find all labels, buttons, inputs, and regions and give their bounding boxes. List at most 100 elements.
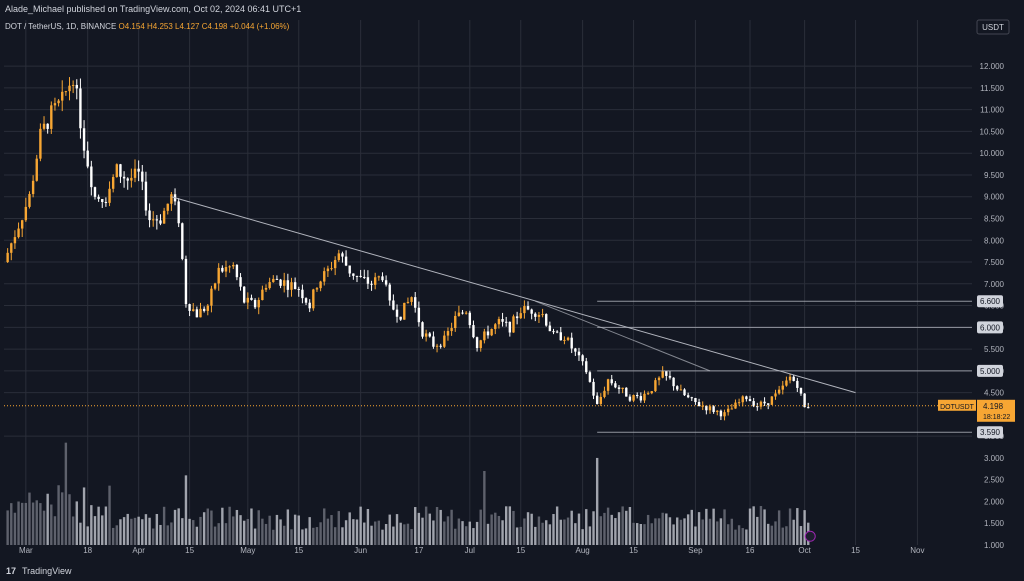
volume-bar [661,512,664,545]
ohlc-values: O4.154 H4.253 L4.127 C4.198 +0.044 (+1.0… [118,22,290,31]
candle-body [734,402,737,409]
candle-body [454,315,457,329]
date-tick-label: 15 [185,546,194,555]
volume-bar [414,507,417,545]
volume-bar [366,508,370,545]
price-tick-label: 7.500 [984,258,1005,267]
candle-body [446,331,450,336]
candle-body [130,177,133,181]
candle-body [788,376,792,381]
volume-bar [246,518,250,545]
volume-bar [610,514,613,545]
candle-body [210,288,213,306]
volume-bar [137,516,140,545]
candle-body [508,321,512,333]
volume-bar [253,528,257,545]
volume-bar [763,509,766,545]
volume-bar [111,527,115,545]
candle-body [79,88,82,129]
volume-bar [454,528,457,545]
volume-bar [184,475,188,545]
volume-bar [497,515,501,545]
volume-bar [395,514,399,545]
volume-bar [468,521,472,545]
volume-layer [6,442,810,545]
volume-bar [264,523,268,545]
candle-body [457,312,461,316]
candle-body [759,401,763,407]
volume-bar [523,518,526,545]
candle-body [159,220,162,224]
candle-body [410,297,413,302]
candle-body [559,332,562,341]
volume-bar [574,523,577,545]
symbol-legend[interactable]: DOT / TetherUS, 1D, BINANCE O4.154 H4.25… [5,22,289,31]
candle-body [82,128,86,151]
candle-body [137,168,140,172]
candle-body [741,396,744,403]
volume-tick-label: 2.500 [984,476,1005,485]
candle-body [126,178,129,181]
volume-bar [614,518,617,545]
date-tick-label: 17 [414,546,423,555]
candle-body [483,331,486,341]
volume-bar [312,527,315,545]
candle-body [636,395,639,397]
axis-layer: 12.000 11.500 11.000 10.500 10.000 9.500 9.000… [19,19,1015,555]
volume-bar [792,519,795,545]
volume-bar [166,525,169,545]
candle-body [275,278,279,280]
candle-body [581,355,584,362]
symbol-name[interactable]: DOT / TetherUS, 1D, BINANCE [5,22,117,31]
candle-body [461,312,464,314]
volume-bar [217,523,220,545]
candle-body [192,309,195,311]
volume-bar [330,515,333,545]
volume-bar [650,523,653,545]
volume-bar [712,508,715,545]
volume-bar [301,529,304,545]
volume-bar [363,522,366,545]
candle-body [708,406,712,411]
grid-layer [4,20,972,545]
candle-body [177,201,180,224]
volume-bar [788,508,792,545]
volume-bar [370,525,373,545]
volume-bar [526,512,530,545]
volume-bar [10,503,13,545]
trendline [171,196,856,394]
candle-body [767,403,770,405]
volume-bar [639,524,643,545]
candle-body [39,128,42,159]
candle-body [308,302,311,309]
candle-body [28,194,31,207]
volume-bar [403,524,406,545]
volume-bar [585,509,588,545]
volume-bar [108,485,111,545]
volume-bar [752,506,755,545]
candle-body [57,100,60,104]
volume-bar [39,503,42,545]
volume-bar [686,514,690,545]
volume-bar [741,528,744,545]
candle-body [515,316,519,319]
volume-bar [439,509,442,545]
candle-body [421,322,424,337]
date-tick-label: Mar [19,546,33,555]
volume-bar [490,514,493,545]
candle-body [297,288,300,290]
price-tick-label: 5.500 [984,345,1005,354]
level-badge-label: 6.000 [980,323,1001,332]
candle-body [566,337,570,340]
candle-body [71,84,75,86]
candle-body [224,267,228,272]
candle-body [665,371,668,376]
volume-bar [210,510,213,545]
candle-body [679,389,683,391]
date-tick-label: Jul [465,546,475,555]
candle-body [301,289,304,299]
candle-body [155,219,159,221]
date-tick-label: Oct [798,546,811,555]
candle-body [253,299,257,308]
